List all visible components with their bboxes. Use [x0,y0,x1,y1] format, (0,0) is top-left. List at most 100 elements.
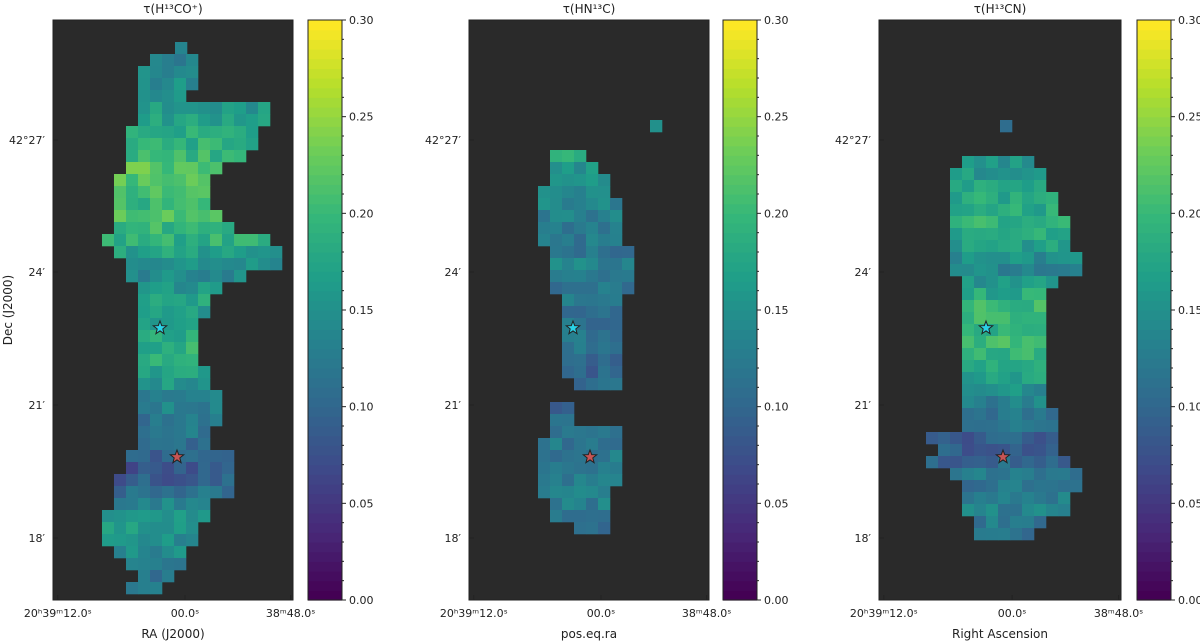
map-cell [138,342,151,355]
map-cell [610,270,623,283]
map-cell [114,222,127,235]
map-cell [986,372,999,385]
colorbar-step [1137,49,1171,60]
map-cell [1022,528,1035,541]
map-cell [1010,480,1023,493]
map-cell [986,480,999,493]
map-cell [538,450,551,463]
map-cell [562,438,575,451]
map-cell [610,318,623,331]
map-cell [1034,204,1047,217]
map-cell [986,444,999,457]
map-cell [138,186,151,199]
map-cell [1022,384,1035,397]
map-cell [550,426,563,439]
colorbar-tick-label: 0.05 [1178,497,1200,510]
map-cell [162,306,175,319]
map-cell [162,426,175,439]
map-cell [126,474,139,487]
map-cell [1034,240,1047,253]
map-cell [998,276,1011,289]
map-cell [586,258,599,271]
map-cell [1022,420,1035,433]
y-tick-label: 21′ [445,399,462,412]
map-cell [586,438,599,451]
map-cell [586,294,599,307]
map-cell [198,138,211,151]
map-cell [150,330,163,343]
colorbar-step [1137,590,1171,601]
map-cell [222,450,235,463]
map-cell [950,240,963,253]
map-cell [998,372,1011,385]
map-cell [598,366,611,379]
colorbar-step [1137,165,1171,176]
map-cell [986,408,999,421]
colorbar-step [723,493,757,504]
map-cell [162,438,175,451]
colorbar-step [1137,561,1171,572]
map-cell [198,186,211,199]
map-cell [950,432,963,445]
map-cell [586,234,599,247]
map-cell [598,498,611,511]
map-cell [138,162,151,175]
map-cell [1046,276,1059,289]
map-cell [162,198,175,211]
map-cell [998,240,1011,253]
map-cell [974,252,987,265]
map-cell [186,450,199,463]
map-cell [1046,420,1059,433]
map-cell [1022,168,1035,181]
map-cell [102,234,115,247]
map-cell [962,264,975,277]
y-axis-label: Dec (J2000) [1,275,15,345]
map-cell [598,486,611,499]
map-cell [586,378,599,391]
map-cell [986,288,999,301]
colorbar-step [308,532,342,543]
map-cell [1010,408,1023,421]
map-cell [198,150,211,163]
map-cell [1058,252,1071,265]
map-cell [1058,468,1071,481]
map-cell [174,462,187,475]
map-cell [986,396,999,409]
map-cell [550,234,563,247]
map-cell [586,342,599,355]
map-cell [962,276,975,289]
map-cell [962,216,975,229]
map-cell [210,282,223,295]
map-cell [150,222,163,235]
map-cell [562,486,575,499]
panel-2: τ(HN¹³C) 20ʰ39ᵐ12.0ˢ 00.0ˢ 38ᵐ48.0ˢ 42°27′ 24… [425,2,789,641]
map-cell [1034,348,1047,361]
colorbar-step [308,20,342,31]
map-cell [186,66,199,79]
map-cell [1010,336,1023,349]
map-cell [562,474,575,487]
map-cell [1010,204,1023,217]
colorbar-step [1137,223,1171,234]
map-cell [962,444,975,457]
map-cell [126,510,139,523]
map-cell [198,474,211,487]
map-cell [950,444,963,457]
map-cell [574,258,587,271]
colorbar-step [308,68,342,79]
map-cell [610,234,623,247]
map-cell [574,306,587,319]
map-cell [962,324,975,337]
map-cell [962,168,975,181]
map-cell [150,570,163,583]
colorbar-tick-label: 0.30 [764,14,789,27]
map-cell [162,246,175,259]
map-cell [114,198,127,211]
map-cell [126,174,139,187]
map-cell [102,510,115,523]
map-cell [586,474,599,487]
map-cell [562,222,575,235]
map-cell [1034,360,1047,373]
map-cell [198,234,211,247]
